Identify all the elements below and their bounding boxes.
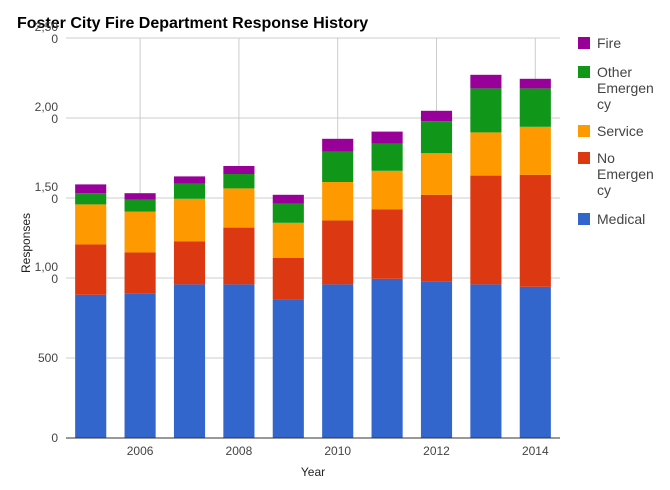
bar-segment [519, 126, 551, 175]
bar-segment [519, 88, 551, 127]
y-tick-label: 2,00 [35, 100, 59, 114]
bar-segment [322, 138, 354, 152]
bar-segment [272, 258, 304, 300]
x-tick-label: 2014 [522, 444, 549, 458]
bar-segment [322, 284, 354, 438]
legend-label: Other [597, 64, 632, 80]
bar-segment [75, 244, 107, 295]
bar-segment [124, 211, 156, 253]
bar-segment [124, 252, 156, 294]
bar-segment [371, 143, 403, 171]
x-axis-title: Year [301, 465, 325, 479]
bar-segment [519, 78, 551, 89]
legend-label: Medical [597, 211, 645, 227]
legend-label: No [597, 150, 615, 166]
bar-segment [272, 194, 304, 204]
bar-segment [470, 284, 502, 438]
chart-title: Foster City Fire Department Response His… [17, 15, 368, 32]
x-tick-label: 2010 [324, 444, 351, 458]
legend-swatch [578, 213, 590, 225]
y-tick-label: 0 [51, 112, 58, 126]
bar-segment [322, 220, 354, 285]
y-tick-label: 1,50 [35, 180, 59, 194]
bar-segment [173, 284, 206, 438]
bar-segment [420, 194, 453, 282]
bar-segment [223, 174, 255, 189]
legend-swatch [578, 125, 590, 137]
y-tick-label: 0 [51, 272, 58, 286]
legend-swatch [578, 66, 590, 78]
y-tick-label: 0 [51, 192, 58, 206]
legend-label: Emergen [597, 80, 654, 96]
bar-segment [223, 284, 255, 438]
bar-segment [173, 198, 206, 242]
bar-segment [470, 88, 502, 133]
bar-segment [420, 153, 453, 195]
bar-segment [124, 193, 156, 200]
bar-segment [470, 132, 502, 176]
bar-segment [75, 184, 107, 194]
bar-segment [75, 193, 107, 205]
bar-segment [322, 151, 354, 182]
y-tick-label: 0 [51, 32, 58, 46]
bar-segment [75, 204, 107, 245]
x-tick-label: 2012 [423, 444, 450, 458]
bar-segment [173, 241, 206, 285]
bar-segment [420, 281, 453, 438]
bar-segment [173, 183, 206, 199]
x-tick-label: 2006 [127, 444, 154, 458]
y-axis-title: Responses [19, 213, 33, 273]
legend-label: Service [597, 123, 644, 139]
legend-label: cy [597, 182, 611, 198]
legend-label: Emergen [597, 166, 654, 182]
y-tick-label: 1,00 [35, 260, 59, 274]
bar-segment [519, 286, 551, 438]
bar-segment [124, 293, 156, 438]
bar-segment [470, 175, 502, 285]
bar-segment [371, 209, 403, 279]
bars [75, 74, 551, 438]
bar-segment [223, 166, 255, 174]
legend-label: cy [597, 96, 611, 112]
y-tick-label: 500 [38, 351, 58, 365]
bar-segment [519, 174, 551, 287]
legend: FireOtherEmergencyServiceNoEmergencyMedi… [578, 35, 654, 227]
bar-segment [272, 203, 304, 223]
x-tick-labels: 2006 2008 2010 2012 2014 [127, 444, 549, 458]
bar-segment [322, 182, 354, 221]
x-tick-label: 2008 [226, 444, 253, 458]
bar-segment [124, 199, 156, 212]
bar-segment [371, 170, 403, 210]
bar-segment [371, 131, 403, 144]
bar-segment [272, 222, 304, 258]
bar-segment [470, 74, 502, 89]
bar-segment [371, 278, 403, 438]
bar-segment [173, 176, 206, 184]
y-tick-label: 0 [51, 431, 58, 445]
legend-swatch [578, 152, 590, 164]
legend-label: Fire [597, 35, 621, 51]
bar-segment [75, 294, 107, 438]
y-tick-label: 2,50 [35, 20, 59, 34]
legend-swatch [578, 37, 590, 49]
bar-segment [272, 299, 304, 438]
bar-segment [420, 110, 453, 122]
bar-segment [420, 121, 453, 154]
bar-segment [223, 188, 255, 228]
bar-segment [223, 227, 255, 285]
